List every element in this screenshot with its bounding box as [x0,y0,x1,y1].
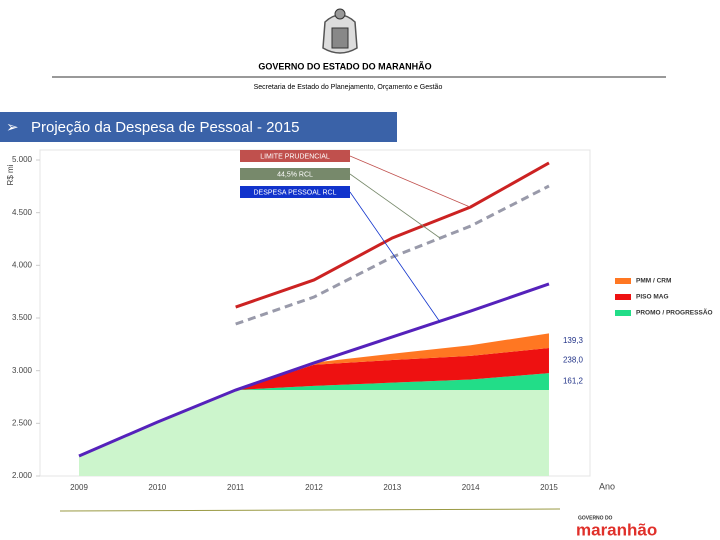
y-tick-label: 2.000 [12,471,33,480]
secretariat-name: Secretaria de Estado do Planejamento, Or… [254,84,443,91]
line-label: LIMITE PRUDENCIAL [260,153,330,160]
stacked-area [79,390,549,476]
y-tick-label: 3.000 [12,366,33,375]
title-bullet: ➢ [6,119,19,136]
line-series [235,184,550,326]
line-series [78,282,550,458]
y-axis-label: R$ mi [6,164,15,185]
stacked-area [235,333,549,391]
emblem [322,8,358,54]
line-label-box [240,186,350,198]
line-label-box [240,168,350,180]
x-tick-label: 2011 [227,483,245,492]
leader-line [349,173,441,239]
y-tick-label: 2.500 [12,418,33,427]
x-tick-label: 2012 [305,483,323,492]
x-axis-label: Ano [599,481,615,491]
x-tick-label: 2015 [540,483,558,492]
legend-swatch [615,278,631,284]
footer-rule [59,508,561,512]
legend-swatch [615,294,631,300]
line-label: DESPESA PESSOAL RCL [254,189,337,196]
stacked-area [235,347,549,391]
value-label: 139,3 [563,336,584,345]
title-banner [0,112,397,142]
slide-title: Projeção da Despesa de Pessoal - 2015 [31,119,300,136]
value-label: 161,2 [563,377,584,386]
y-tick-label: 4.000 [12,260,33,269]
stacked-area [235,373,549,391]
y-tick-label: 3.500 [12,313,33,322]
line-label: 44,5% RCL [277,171,313,178]
legend-label: PMM / CRM [636,278,671,285]
line-series [235,161,550,309]
value-label: 238,0 [563,356,584,365]
government-name: GOVERNO DO ESTADO DO MARANHÃO [258,61,431,71]
legend-label: PROMO / PROGRESSÃO [636,308,713,317]
x-tick-label: 2009 [70,483,88,492]
y-tick-label: 4.500 [12,208,33,217]
x-tick-label: 2010 [148,483,166,492]
x-tick-label: 2014 [462,483,480,492]
logo-name: maranhão [576,520,657,539]
x-tick-label: 2013 [383,483,401,492]
leader-line [349,155,471,208]
legend-swatch [615,310,631,316]
leader-line [349,191,441,323]
line-label-box [240,150,350,162]
legend-label: PISO MAG [636,294,669,301]
logo-top: GOVERNO DO [578,515,613,521]
y-tick-label: 5.000 [12,155,33,164]
